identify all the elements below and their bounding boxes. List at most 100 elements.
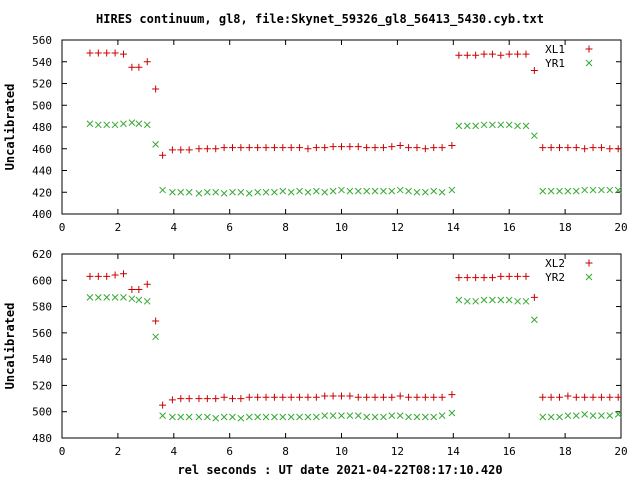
data-point-yr2: [396, 412, 404, 420]
data-point-xl2: [455, 274, 463, 282]
data-point-yr2: [152, 333, 159, 341]
legend-label-xl2: XL2: [545, 257, 565, 270]
data-point-yr1: [229, 188, 236, 196]
data-point-xl1: [152, 85, 160, 93]
data-point-xl2: [572, 393, 580, 401]
data-point-xl2: [168, 396, 176, 404]
data-point-yr1: [143, 121, 151, 129]
data-point-xl1: [195, 145, 203, 153]
data-point-xl2: [448, 391, 456, 399]
data-point-yr1: [254, 188, 262, 196]
data-point-xl2: [438, 393, 446, 401]
data-point-yr2: [304, 413, 312, 421]
data-point-xl1: [237, 144, 245, 152]
data-point-yr2: [448, 409, 456, 417]
legend-label-yr2: YR2: [545, 271, 565, 284]
data-point-xl1: [379, 144, 387, 152]
data-point-xl1: [177, 146, 185, 154]
data-point-xl1: [143, 58, 151, 66]
y-tick-label: 580: [32, 301, 52, 314]
data-point-yr2: [143, 297, 151, 305]
data-point-xl1: [606, 145, 614, 153]
y-tick-label: 520: [32, 78, 52, 91]
data-point-xl2: [338, 392, 345, 400]
data-point-xl2: [287, 393, 295, 401]
data-point-xl1: [279, 144, 287, 152]
data-point-xl1: [413, 144, 421, 152]
x-tick-label: 18: [558, 221, 571, 234]
data-point-xl2: [312, 393, 320, 401]
data-point-xl2: [195, 395, 203, 403]
data-point-yr2: [296, 413, 303, 421]
data-point-xl2: [480, 274, 488, 282]
data-point-xl1: [463, 51, 471, 59]
data-point-xl1: [103, 49, 111, 57]
data-point-yr2: [430, 413, 438, 421]
data-point-xl2: [539, 393, 547, 401]
data-point-yr2: [598, 412, 605, 420]
data-point-yr1: [480, 121, 488, 129]
data-point-xl2: [472, 274, 480, 282]
data-point-yr1: [296, 187, 303, 195]
legend-label-yr1: YR1: [545, 57, 565, 70]
data-point-yr1: [135, 120, 143, 128]
data-point-yr1: [497, 121, 505, 129]
data-point-yr2: [556, 413, 563, 421]
data-point-yr2: [245, 413, 253, 421]
series-xl2: [86, 270, 622, 409]
data-point-yr1: [430, 187, 438, 195]
data-point-xl1: [262, 144, 270, 152]
legend-marker-xl2: [585, 259, 593, 267]
data-point-yr1: [338, 186, 345, 194]
data-point-xl1: [111, 49, 119, 57]
legend-marker-yr2: [585, 273, 593, 281]
x-tick-label: 20: [614, 445, 627, 458]
data-point-xl1: [480, 50, 488, 58]
data-point-xl2: [488, 274, 496, 282]
data-point-xl1: [329, 143, 337, 151]
y-tick-label: 460: [32, 143, 52, 156]
data-point-xl2: [547, 393, 555, 401]
x-tick-label: 0: [59, 221, 66, 234]
data-point-yr1: [472, 122, 480, 130]
data-point-xl2: [396, 392, 404, 400]
y-tick-label: 480: [32, 121, 52, 134]
data-point-yr1: [346, 187, 354, 195]
data-point-yr2: [103, 294, 111, 301]
data-point-xl1: [159, 151, 167, 159]
data-point-yr2: [522, 297, 530, 305]
data-point-yr2: [120, 294, 127, 301]
plot-panel-2: 0 2 4 6 8 10 12 14 16 18 20 480 500 520 540 560 580 600 62…: [3, 248, 628, 458]
legend-marker-yr1: [585, 59, 593, 67]
data-point-yr2: [614, 410, 622, 418]
data-point-xl1: [472, 51, 480, 59]
data-point-yr1: [531, 132, 538, 140]
data-point-yr1: [489, 121, 496, 129]
data-point-xl2: [86, 272, 94, 280]
data-point-yr2: [195, 413, 203, 421]
data-point-yr1: [413, 188, 421, 196]
data-point-yr2: [254, 413, 262, 421]
data-point-yr2: [329, 412, 337, 420]
data-point-yr2: [203, 413, 211, 421]
x-tick-label: 6: [226, 445, 233, 458]
data-point-yr1: [203, 188, 211, 196]
legend-marker-xl1: [585, 45, 593, 53]
data-point-xl1: [346, 143, 354, 151]
y-tick-label: 540: [32, 56, 52, 69]
data-point-yr1: [212, 188, 220, 196]
x-tick-label: 16: [503, 221, 516, 234]
data-point-yr1: [572, 187, 580, 195]
data-point-yr1: [388, 187, 396, 195]
data-point-xl1: [312, 144, 320, 152]
data-point-yr1: [195, 189, 203, 197]
data-point-xl2: [177, 395, 185, 403]
data-point-xl2: [388, 393, 396, 401]
data-point-xl2: [152, 317, 160, 325]
data-point-yr2: [237, 414, 245, 422]
data-point-xl1: [119, 50, 127, 58]
data-point-yr1: [329, 187, 337, 195]
data-point-yr1: [463, 122, 471, 130]
data-point-yr1: [220, 189, 228, 197]
data-point-yr1: [589, 186, 597, 194]
